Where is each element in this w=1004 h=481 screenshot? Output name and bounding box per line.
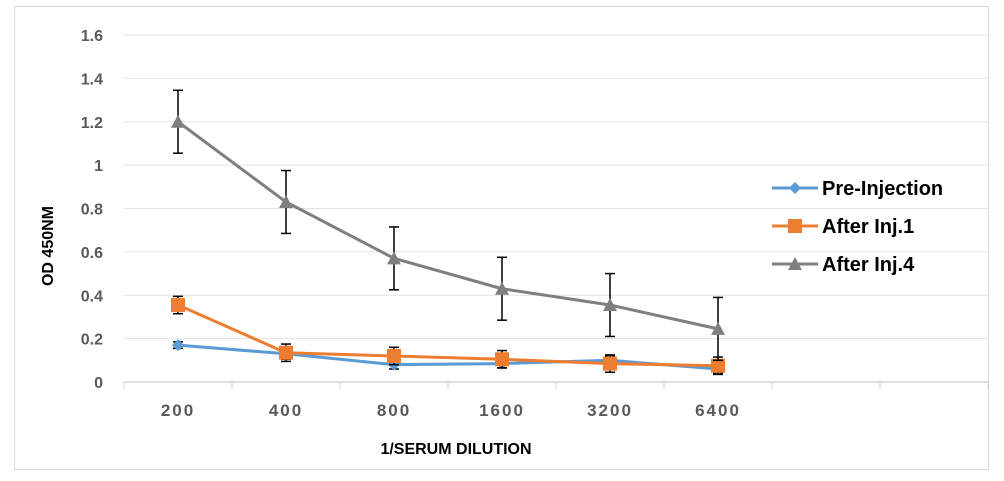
data-point-marker: [603, 298, 617, 312]
legend-item: After Inj.1: [772, 216, 914, 238]
data-point-marker: [711, 358, 725, 373]
legend-label: After Inj.1: [822, 216, 914, 238]
data-point-marker: [788, 219, 802, 233]
y-tick-label: 1: [94, 158, 103, 175]
y-tick-label: 0: [94, 375, 103, 392]
x-tick-label: 200: [161, 401, 195, 420]
x-category-separators: [123, 382, 989, 389]
data-point-marker: [495, 352, 509, 367]
chart-frame: [14, 6, 989, 470]
y-tick-label: 0.8: [81, 202, 103, 219]
series-line: [177, 303, 719, 368]
data-point-marker: [171, 298, 185, 313]
x-tick-label: 1600: [479, 401, 525, 420]
gridlines: [124, 34, 988, 383]
legend-label: After Inj.4: [822, 254, 915, 276]
x-tick-label: 400: [269, 401, 303, 420]
series: [171, 89, 725, 376]
data-point-marker: [711, 321, 725, 335]
data-point-marker: [279, 194, 293, 208]
legend-item: Pre-Injection: [772, 178, 943, 200]
x-tick-labels: 200 400 800 1600 3200 6400: [161, 401, 741, 420]
data-point-marker: [788, 257, 802, 270]
legend: Pre-Injection After Inj.1 After Inj.4: [772, 178, 943, 276]
y-tick-label: 1.6: [81, 28, 103, 45]
data-point-marker: [387, 251, 401, 265]
data-point-marker: [603, 356, 617, 371]
y-tick-label: 0.6: [81, 245, 103, 262]
legend-label: Pre-Injection: [822, 178, 943, 200]
x-axis-title: 1/SERUM DILUTION: [380, 441, 531, 458]
series-group: [171, 89, 725, 362]
y-axis-title: OD 450NM: [40, 206, 57, 286]
y-tick-label: 0.2: [81, 332, 103, 349]
x-tick-label: 800: [377, 401, 411, 420]
y-tick-label: 1.4: [81, 71, 103, 88]
data-point-marker: [171, 114, 185, 128]
data-point-marker: [495, 281, 509, 295]
series-line: [177, 120, 719, 331]
data-point-marker: [279, 345, 293, 360]
data-point-marker: [172, 339, 184, 352]
y-tick-label: 0.4: [81, 288, 103, 305]
x-tick-label: 3200: [587, 401, 633, 420]
series-line: [177, 343, 719, 371]
data-point-marker: [789, 182, 801, 194]
x-tick-label: 6400: [695, 401, 741, 420]
data-point-marker: [387, 348, 401, 363]
y-tick-labels: 0 0.2 0.4 0.6 0.8 1 1.2 1.4 1.6: [81, 28, 103, 392]
legend-item: After Inj.4: [772, 254, 915, 276]
series-group: [171, 295, 725, 376]
y-tick-label: 1.2: [81, 115, 103, 132]
